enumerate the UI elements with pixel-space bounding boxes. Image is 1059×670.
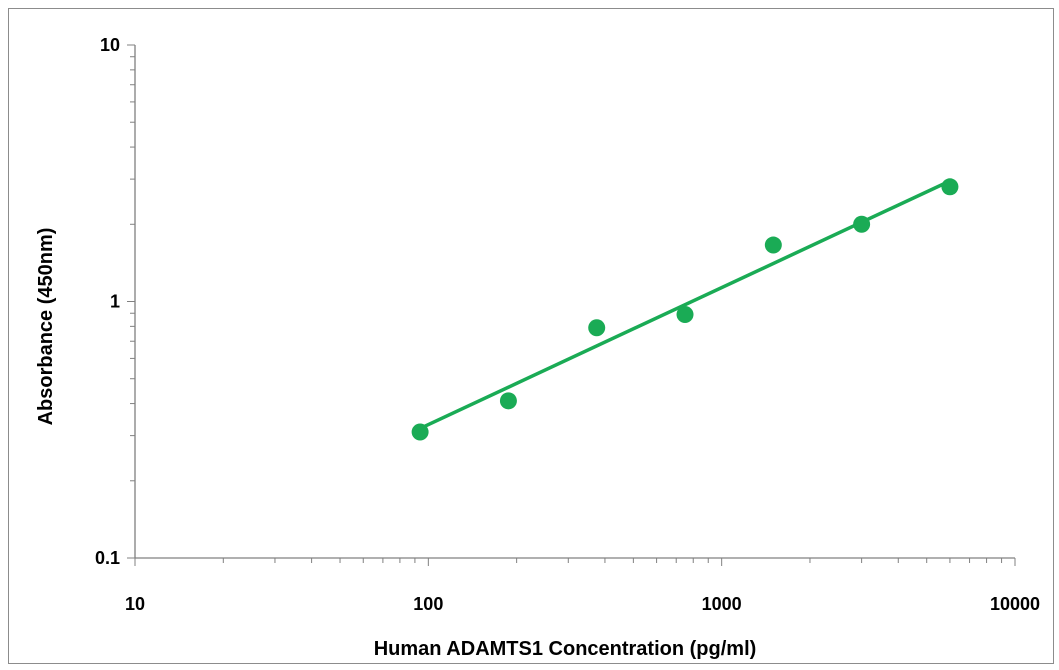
data-point [764, 236, 782, 254]
data-point [676, 305, 694, 323]
axes [134, 45, 1015, 559]
y-axis-title: Absorbance (450nm) [35, 228, 57, 426]
y-tick-label: 10 [100, 35, 120, 55]
x-tick-label: 10 [125, 594, 145, 614]
data-point [411, 423, 429, 441]
x-tick-label: 100 [413, 594, 443, 614]
x-tick-label: 10000 [990, 594, 1040, 614]
x-tick-label: 1000 [702, 594, 742, 614]
data-points [411, 178, 959, 441]
y-tick-label: 1 [110, 292, 120, 312]
x-axis-title: Human ADAMTS1 Concentration (pg/ml) [374, 638, 757, 660]
trendline-group [418, 179, 952, 431]
data-point [853, 215, 871, 233]
tick-marks [127, 44, 1016, 566]
trendline [418, 179, 952, 431]
tick-labels: 10 100 1000 10000 0.1 1 10 [95, 35, 1040, 614]
y-tick-label: 0.1 [95, 548, 120, 568]
data-point [499, 392, 517, 410]
chart-frame [8, 8, 1054, 664]
data-point [588, 319, 606, 337]
data-point [941, 178, 959, 196]
